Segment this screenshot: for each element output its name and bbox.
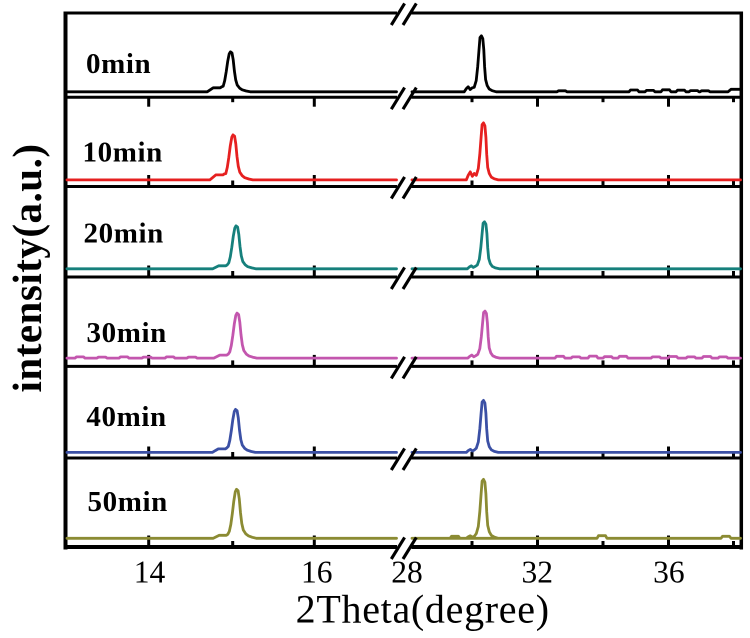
svg-text:10min: 10min	[83, 137, 163, 169]
svg-text:50min: 50min	[88, 486, 168, 518]
svg-text:2Theta(degree): 2Theta(degree)	[296, 586, 550, 631]
svg-text:14: 14	[134, 554, 166, 589]
svg-text:0min: 0min	[86, 48, 151, 80]
svg-text:40min: 40min	[86, 401, 166, 433]
svg-text:32: 32	[521, 554, 553, 589]
svg-text:20min: 20min	[84, 218, 164, 250]
svg-text:28: 28	[391, 554, 423, 589]
svg-text:16: 16	[301, 554, 333, 589]
svg-text:intensity(a.u.): intensity(a.u.)	[4, 144, 50, 393]
svg-text:36: 36	[653, 554, 685, 589]
svg-text:30min: 30min	[87, 317, 167, 349]
